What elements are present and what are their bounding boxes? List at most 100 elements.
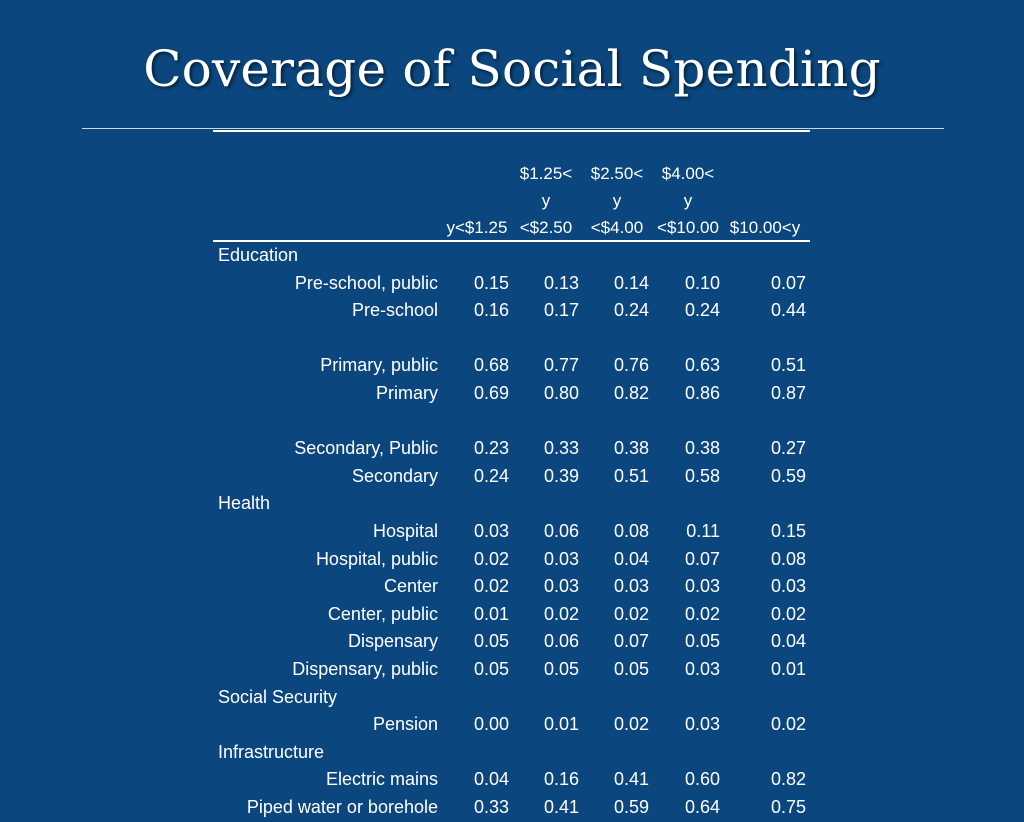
table-cell: 0.05 bbox=[684, 631, 720, 652]
table-cell: 0.51 bbox=[770, 355, 806, 376]
table-cell: 0.07 bbox=[613, 631, 649, 652]
table-cell: 0.24 bbox=[613, 300, 649, 321]
table-cell: 0.33 bbox=[543, 438, 579, 459]
table-cell: 0.51 bbox=[613, 465, 649, 486]
column-header-line: $10.00<y bbox=[729, 218, 801, 237]
table-cell: 0.27 bbox=[770, 438, 806, 459]
column-header: y<$1.25 bbox=[432, 160, 522, 241]
column-header-line: y bbox=[683, 191, 693, 210]
table-cell: 0.05 bbox=[473, 659, 509, 679]
table-cell: 0.82 bbox=[613, 383, 649, 403]
column-header: $1.25< y <$2.50 bbox=[501, 160, 591, 241]
row-label: Piped water or borehole bbox=[246, 797, 438, 817]
table-cell: 0.76 bbox=[613, 355, 649, 376]
table-row: Secondary, Public 0.23 0.33 0.38 0.38 0.27 bbox=[213, 435, 810, 463]
table-cell: 0.77 bbox=[543, 355, 579, 376]
table-cell: 0.24 bbox=[473, 465, 509, 486]
column-header-line: <$2.50 bbox=[519, 218, 573, 237]
row-label: Primary, public bbox=[320, 355, 438, 376]
table-cell: 0.58 bbox=[684, 465, 720, 486]
column-header-line: y bbox=[612, 191, 622, 210]
row-label: Dispensary, public bbox=[292, 659, 438, 679]
table-cell: 0.07 bbox=[684, 548, 720, 569]
table-cell: 0.44 bbox=[770, 300, 806, 321]
table-top-rule bbox=[213, 130, 810, 132]
table-cell: 0.03 bbox=[473, 521, 509, 541]
table-cell: 0.03 bbox=[684, 714, 720, 735]
table-cell: 0.02 bbox=[613, 714, 649, 735]
column-header-line: <$4.00 bbox=[590, 218, 644, 237]
column-header: $2.50< y <$4.00 bbox=[572, 160, 662, 241]
section-row: Health bbox=[213, 490, 810, 518]
table-row: Pension 0.00 0.01 0.02 0.03 0.02 bbox=[213, 711, 810, 739]
table-row: Secondary 0.24 0.39 0.51 0.58 0.59 bbox=[213, 463, 810, 491]
table-cell: 0.04 bbox=[770, 631, 806, 652]
column-header-line bbox=[720, 187, 810, 214]
table-cell: 0.02 bbox=[684, 603, 720, 624]
table-cell: 0.41 bbox=[543, 797, 579, 817]
table-cell: 0.69 bbox=[473, 383, 509, 403]
table-cell: 0.05 bbox=[473, 631, 509, 652]
column-header-line: y<$1.25 bbox=[446, 218, 508, 237]
table-cell: 0.82 bbox=[770, 769, 806, 790]
row-label: Hospital bbox=[372, 521, 438, 541]
table-cell: 0.03 bbox=[684, 576, 720, 597]
row-label: Secondary bbox=[351, 465, 438, 486]
row-label: Primary bbox=[376, 383, 438, 403]
table-cell: 0.75 bbox=[770, 797, 806, 817]
table-cell: 0.16 bbox=[473, 300, 509, 321]
table-cell: 0.01 bbox=[543, 714, 579, 735]
table-cell: 0.03 bbox=[770, 576, 806, 597]
page-title: Coverage of Social Spending bbox=[143, 40, 881, 98]
table-row: Pre-school, public 0.15 0.13 0.14 0.10 0.07 bbox=[213, 270, 810, 298]
column-header-line: $2.50< bbox=[590, 164, 644, 183]
table-row: Hospital, public 0.02 0.03 0.04 0.07 0.08 bbox=[213, 546, 810, 574]
table-cell: 0.04 bbox=[613, 548, 649, 569]
table-cell: 0.03 bbox=[684, 659, 720, 679]
row-label: Secondary, Public bbox=[294, 438, 438, 459]
table-cell: 0.68 bbox=[473, 355, 509, 376]
table-cell: 0.60 bbox=[684, 769, 720, 790]
table-cell: 0.10 bbox=[684, 272, 720, 293]
table-cell: 0.38 bbox=[684, 438, 720, 459]
table-cell: 0.24 bbox=[684, 300, 720, 321]
table-cell: 0.06 bbox=[543, 521, 579, 541]
table-row: Center, public 0.01 0.02 0.02 0.02 0.02 bbox=[213, 601, 810, 629]
column-header-line bbox=[720, 160, 810, 187]
column-header-line: $1.25< bbox=[519, 164, 573, 183]
table-cell: 0.86 bbox=[684, 383, 720, 403]
table-cell: 0.02 bbox=[613, 603, 649, 624]
table-cell: 0.01 bbox=[473, 603, 509, 624]
row-label: Electric mains bbox=[325, 769, 438, 790]
section-row: Education bbox=[213, 242, 810, 270]
table-cell: 0.38 bbox=[613, 438, 649, 459]
column-header: $10.00<y bbox=[720, 160, 810, 241]
table-cell: 0.16 bbox=[543, 769, 579, 790]
table-cell: 0.17 bbox=[543, 300, 579, 321]
table-cell: 0.41 bbox=[613, 769, 649, 790]
spacer-row bbox=[213, 408, 810, 436]
table-cell: 0.15 bbox=[770, 521, 806, 541]
table-cell: 0.87 bbox=[770, 383, 806, 403]
table-cell: 0.23 bbox=[473, 438, 509, 459]
table-row: Primary, public 0.68 0.77 0.76 0.63 0.51 bbox=[213, 352, 810, 380]
table-cell: 0.08 bbox=[770, 548, 806, 569]
row-label: Center bbox=[383, 576, 438, 597]
table-row: Dispensary, public 0.05 0.05 0.05 0.03 0.01 bbox=[213, 656, 810, 684]
table-cell: 0.02 bbox=[473, 576, 509, 597]
table-row: Hospital 0.03 0.06 0.08 0.11 0.15 bbox=[213, 518, 810, 546]
table-cell: 0.02 bbox=[770, 603, 806, 624]
title-divider bbox=[82, 128, 944, 129]
table-cell: 0.05 bbox=[613, 659, 649, 679]
table-cell: 0.59 bbox=[770, 465, 806, 486]
table-row: Electric mains 0.04 0.16 0.41 0.60 0.82 bbox=[213, 766, 810, 794]
table-cell: 0.02 bbox=[473, 548, 509, 569]
row-label: Pension bbox=[372, 714, 438, 735]
row-label: Center, public bbox=[327, 603, 438, 624]
row-label: Hospital, public bbox=[315, 548, 438, 569]
spacer-row bbox=[213, 325, 810, 353]
table-cell: 0.03 bbox=[543, 548, 579, 569]
section-label: Infrastructure bbox=[218, 741, 325, 762]
table-row: Pre-school 0.16 0.17 0.24 0.24 0.44 bbox=[213, 297, 810, 325]
row-label: Dispensary bbox=[347, 631, 438, 652]
